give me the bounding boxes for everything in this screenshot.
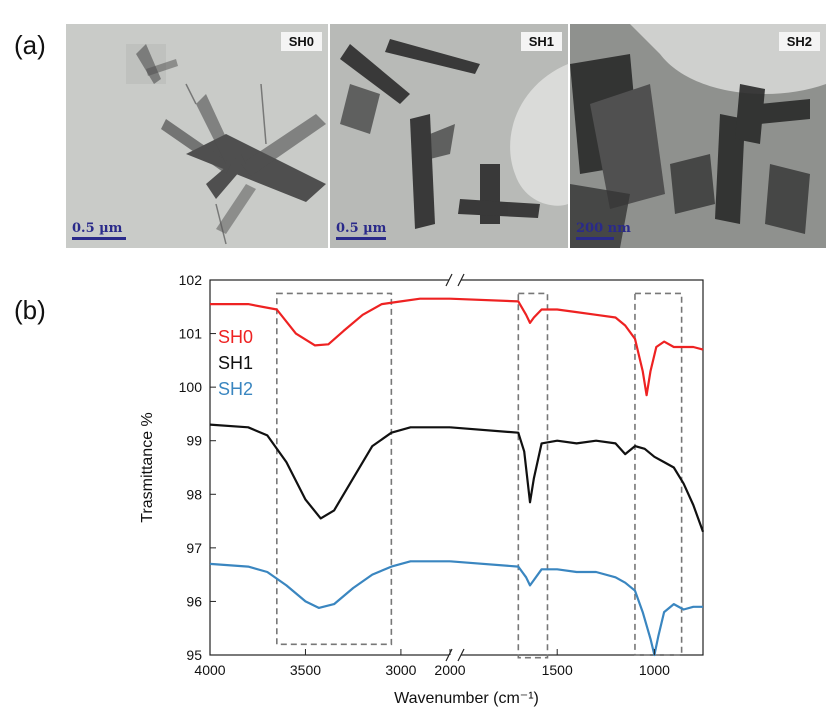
axis-break-mark [457,648,465,662]
x-tick-label: 4000 [194,662,225,678]
x-axis-label: Wavenumber (cm⁻¹) [394,690,539,707]
axis-break-mask-bottom [449,651,461,659]
x-tick-label: 3500 [290,662,321,678]
highlight-region [276,292,393,646]
ftir-chart: 95 96 97 98 99 100 101 102 4000 3500 3000 2000 1500 1… [139,272,705,707]
x-tick-label: 1000 [639,662,670,678]
y-tick-label: 98 [186,486,202,502]
series-line-sh0 [210,297,450,347]
tem-sh2-graphic [570,24,826,248]
scale-label-sh2: 200 nm [576,221,631,236]
highlight-region [634,292,683,656]
y-axis-label: Trasmittance % [139,412,156,523]
tem-image-strip: SH0 0.5 µm SH1 0.5 µm [66,24,826,248]
legend-entry-sh1: SH1 [218,353,253,373]
panel-a-label: (a) [14,30,46,60]
x-tick-label: 2000 [434,662,465,678]
y-tick-label: 100 [179,379,203,395]
y-tick-label: 96 [186,593,202,609]
series-line-sh1 [449,426,705,533]
tem-tag-sh2: SH2 [778,32,820,51]
legend-entry-sh0: SH0 [218,327,253,347]
tem-image-sh2: SH2 200 nm [570,24,826,248]
axis-break-mark [445,648,453,662]
series-line-sh2 [449,560,703,657]
tem-tag-sh0: SH0 [280,32,322,51]
tem-image-sh1: SH1 0.5 µm [330,24,568,248]
x-tick-label: 3000 [385,662,416,678]
axis-break-mark [445,273,453,287]
legend-entry-sh2: SH2 [218,379,253,399]
tem-image-sh0: SH0 0.5 µm [66,24,328,248]
plot-frame [209,279,704,656]
scale-label-sh0: 0.5 µm [72,221,123,236]
tem-sh0-graphic [66,24,328,248]
y-tick-label: 99 [186,433,202,449]
scale-bar-sh1 [336,237,386,240]
y-tick-label: 95 [186,647,202,663]
series-line-sh1 [209,423,450,520]
axis-break-mask-top [449,276,461,284]
series-line-sh2 [209,560,450,609]
axis-break-mark [457,273,465,287]
series-line-sh0 [449,297,704,397]
scale-bar-sh0 [72,237,126,240]
scale-bar-sh2 [576,237,614,240]
scale-label-sh1: 0.5 µm [336,221,387,236]
y-tick-label: 101 [179,326,203,342]
tem-tag-sh1: SH1 [520,32,562,51]
y-tick-label: 102 [179,272,203,288]
panel-b-label: (b) [14,295,46,325]
x-tick-label: 1500 [542,662,573,678]
y-tick-label: 97 [186,540,202,556]
tem-sh1-graphic [330,24,568,248]
highlight-region [517,292,549,659]
